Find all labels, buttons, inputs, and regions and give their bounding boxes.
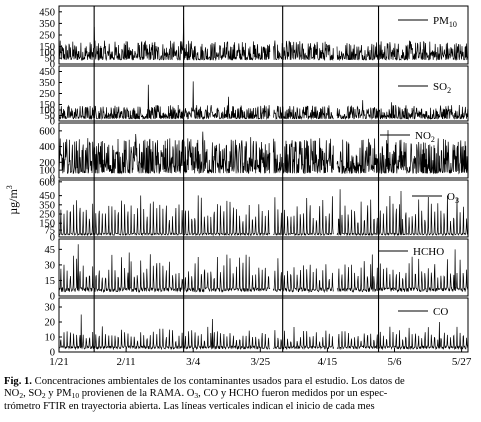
y-tick-label: 250 [39,89,55,100]
panel-frame [58,122,469,179]
panel-frame [58,238,469,297]
x-tick-label: 5/27 [452,356,472,368]
y-tick-label: 150 [39,42,55,53]
y-tick-label: 100 [39,166,55,177]
x-tick-label: 3/25 [251,356,271,368]
legend-label-sub: 10 [449,20,457,29]
caption-no2: NO [4,388,20,400]
legend-label: PM10 [433,15,457,29]
caption-o3: provienen de la RAMA. O [79,388,195,400]
y-tick-label: 0 [50,233,55,244]
y-axis-label-main: µg/m [6,189,20,215]
y-tick-label: 400 [39,142,55,153]
caption-sub: 2 [19,391,24,401]
y-tick-label: 0 [50,292,55,303]
y-tick-label: 20 [45,318,56,329]
caption-sub: 2 [41,391,46,401]
legend-label-main: SO [433,81,447,93]
y-tick-label: 50 [45,54,56,65]
series-line-no2 [58,130,469,175]
panel-frame [58,179,469,238]
month-start-lines [93,6,380,352]
y-tick-label: 250 [39,31,55,42]
series-line-co [59,314,469,351]
y-tick-label: 450 [39,67,55,78]
panels: 050100150250350450PM10050100150250350450… [39,5,469,359]
x-axis: 1/21 2/11 3/4 3/25 4/15 5/6 5/27 [49,348,472,368]
y-tick-label: 10 [45,333,56,344]
legend-label-sub: 3 [455,196,459,205]
y-tick-label: 30 [45,303,56,314]
y-tick-label: 100 [39,48,55,59]
caption-fig-label: Fig. 1. [4,376,32,387]
y-tick-label: 350 [39,200,55,211]
y-tick-label: 30 [45,260,56,271]
legend-label-main: O [447,191,455,203]
y-tick-label: 150 [39,100,55,111]
y-tick-label: 150 [39,219,55,230]
y-tick-label: 15 [45,276,56,287]
legend-label-sub: 2 [431,135,435,144]
y-tick-label: 600 [39,126,55,137]
legend-label: CO [433,306,448,318]
panel-hcho: 0 15 30 45 HCHO [45,238,469,303]
x-tick-label: 5/6 [387,356,402,368]
x-tick-label: 4/15 [318,356,338,368]
y-axis-label-sup: 3 [5,185,14,189]
legend-label-main: CO [433,306,448,318]
series-line-pm10 [58,17,469,62]
y-tick-label: 75 [45,226,56,237]
x-tick-label: 2/11 [117,356,136,368]
series-line-o3 [58,189,468,237]
legend-label: O3 [447,191,459,205]
caption-sub: 3 [194,391,199,401]
y-tick-label: 0 [50,60,55,71]
caption-line-2: NO2, SO2 y PM10 provienen de la RAMA. O3… [4,388,387,399]
legend-label: SO2 [433,81,451,95]
x-tick-label: 3/4 [186,356,201,368]
legend-label-main: NO [415,130,431,142]
y-axis-label: µg/m3 [5,185,20,215]
legend-label: NO2 [415,130,435,144]
legend-label-main: PM [433,15,449,27]
y-tick-label: 250 [39,210,55,221]
y-tick-label: 200 [39,158,55,169]
caption-sub: 10 [71,391,80,401]
y-tick-label: 450 [39,7,55,18]
y-tick-label: 350 [39,78,55,89]
caption-rest: , CO y HCHO fueron medidos por un espec- [198,388,388,400]
y-tick-label: 50 [45,111,56,122]
y-tick-label: 600 [39,177,55,188]
y-tick-label: 350 [39,19,55,30]
legend-label-main: HCHO [413,246,444,258]
caption-pm10: y PM [45,388,72,400]
x-tick-label: 1/21 [49,356,69,368]
y-tick-label: 0 [50,348,55,359]
y-tick-label: 0 [50,174,55,185]
y-tick-label: 450 [39,191,55,202]
y-tick-label: 100 [39,106,55,117]
legend-label-sub: 2 [447,86,451,95]
series-line-so2 [58,81,469,121]
caption-line-1: Concentraciones ambientales de los conta… [34,376,405,387]
panel-frame [58,297,469,353]
y-tick-label: 0 [50,117,55,128]
caption-line-3: trómetro FTIR en trayectoria abierta. La… [4,400,375,412]
legend-label: HCHO [413,246,444,258]
caption-so2: , SO [23,388,42,400]
y-tick-label: 45 [45,245,56,256]
panel-co: 0 10 20 30 CO [45,297,469,359]
figure-caption: Fig. 1. Concentraciones ambientales de l… [4,376,477,413]
